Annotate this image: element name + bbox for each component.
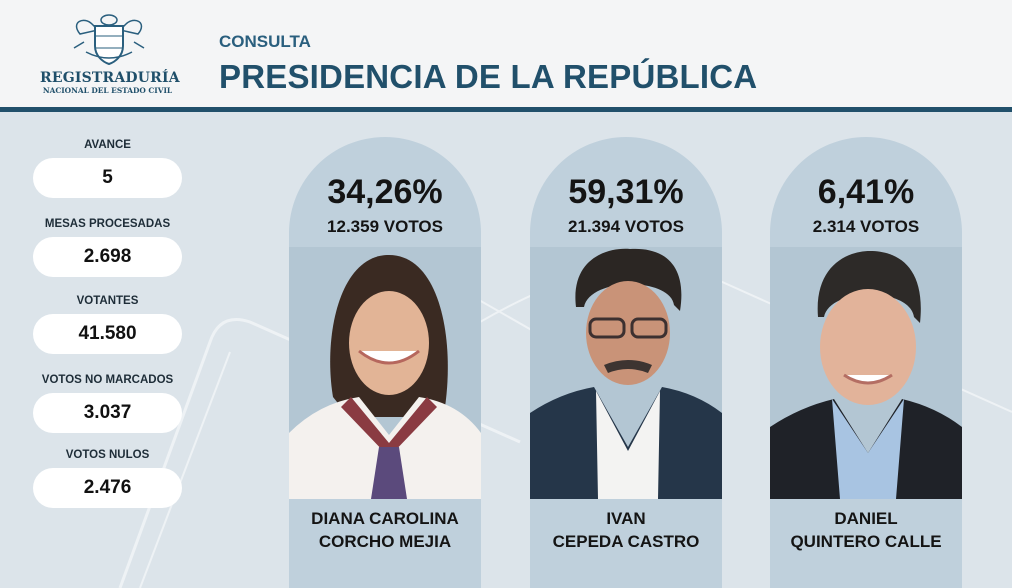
stat-value-votantes: 41.580 [33, 314, 182, 354]
candidate-name-line2: CORCHO MEJIA [318, 532, 452, 551]
logo-subtitle: NACIONAL DEL ESTADO CIVIL [42, 86, 173, 95]
stat-value-votos-no-marcados: 3.037 [33, 393, 182, 433]
stat-value-avance: 5 [33, 158, 182, 198]
stats-panel: AVANCE 5 MESAS PROCESADAS 2.698 VOTANTES… [0, 112, 215, 588]
page-title: PRESIDENCIA DE LA REPÚBLICA [219, 58, 758, 95]
stat-label-avance: AVANCE [84, 139, 131, 151]
candidate-name: DIANA CAROLINA CORCHO MEJIA [289, 507, 481, 553]
coat-of-arms-icon [73, 14, 145, 66]
candidate-name-line2: QUINTERO CALLE [790, 532, 942, 551]
page-kicker: CONSULTA [219, 32, 311, 51]
candidate-name: IVAN CEPEDA CASTRO [530, 507, 722, 553]
candidate-name-line1: IVAN [606, 509, 646, 528]
registraduria-logo: REGISTRADURÍA NACIONAL DEL ESTADO CIVIL [40, 12, 180, 98]
stat-value-mesas-procesadas: 2.698 [33, 237, 182, 277]
page-header: REGISTRADURÍA NACIONAL DEL ESTADO CIVIL … [0, 0, 1012, 107]
candidate-votes: 12.359 VOTOS [327, 217, 443, 236]
candidate-name-line1: DIANA CAROLINA [311, 509, 459, 528]
candidate-photo [770, 247, 962, 499]
candidate-name: DANIEL QUINTERO CALLE [770, 507, 962, 553]
logo-name: REGISTRADURÍA [40, 70, 180, 86]
candidate-photo [289, 247, 481, 499]
candidate-name-line1: DANIEL [834, 509, 898, 528]
candidate-card: 6,41% 2.314 VOTOS DANIEL QUINTERO CALLE [770, 137, 962, 588]
candidate-votes: 2.314 VOTOS [812, 217, 920, 236]
candidate-votes: 21.394 VOTOS [568, 217, 684, 236]
stat-label-votantes: VOTANTES [76, 295, 139, 307]
stat-label-votos-nulos: VOTOS NULOS [65, 449, 150, 461]
candidate-percent: 6,41% [817, 173, 915, 211]
stat-label-mesas-procesadas: MESAS PROCESADAS [44, 218, 171, 230]
stat-value-votos-nulos: 2.476 [33, 468, 182, 508]
candidate-card: 59,31% 21.394 VOTOS IVAN CEPEDA CASTRO [530, 137, 722, 588]
candidate-name-line2: CEPEDA CASTRO [552, 532, 700, 551]
candidate-percent: 59,31% [568, 173, 684, 211]
stat-label-votos-no-marcados: VOTOS NO MARCADOS [41, 374, 174, 386]
candidate-photo [530, 247, 722, 499]
candidate-card: 34,26% 12.359 VOTOS DIANA CAROLINA CORCH… [289, 137, 481, 588]
header-divider [0, 107, 1012, 112]
candidate-percent: 34,26% [327, 173, 443, 211]
